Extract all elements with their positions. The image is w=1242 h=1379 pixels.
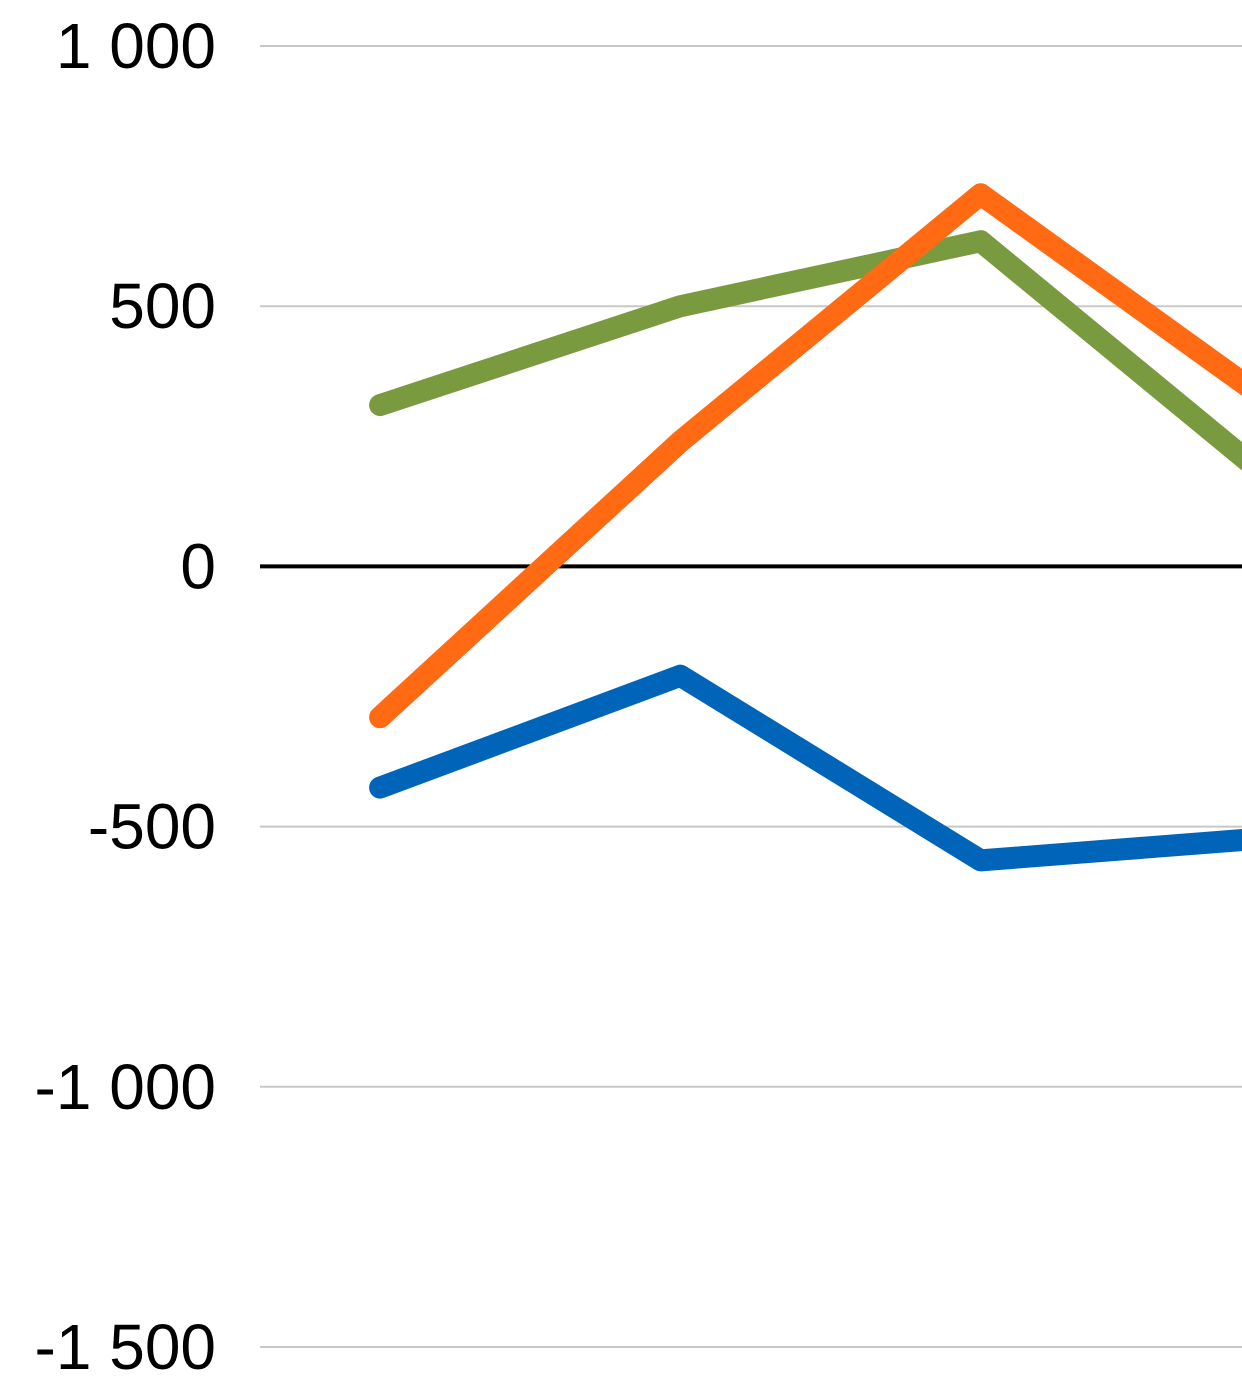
series-line-2 xyxy=(369,183,1242,729)
y-axis-tick-labels: 1 000 500 0 -500 -1 000 -1 500 xyxy=(35,10,216,1379)
series-line-1 xyxy=(369,230,1242,471)
y-tick-label: -1 500 xyxy=(35,1311,216,1379)
y-tick-label: 0 xyxy=(180,530,216,602)
y-tick-label: 1 000 xyxy=(56,10,216,82)
series-line-3 xyxy=(369,664,1242,872)
y-tick-label: 500 xyxy=(109,270,216,342)
series-lines xyxy=(369,183,1242,872)
y-tick-label: -1 000 xyxy=(35,1051,216,1123)
gridlines xyxy=(260,45,1242,1348)
y-tick-label: -500 xyxy=(88,791,216,863)
